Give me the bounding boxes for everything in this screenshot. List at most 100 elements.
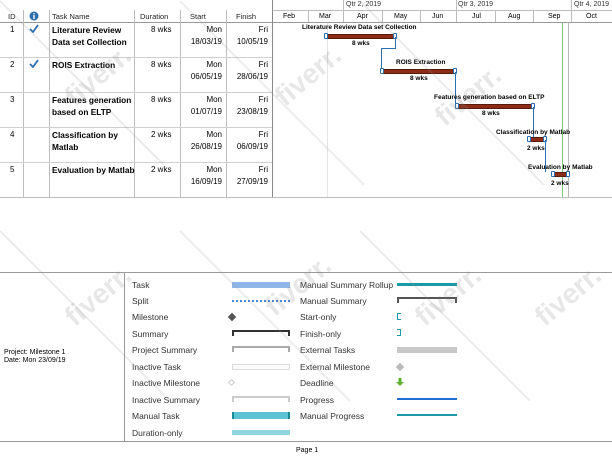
manual-summary-legend-symbol bbox=[397, 297, 457, 303]
dependency-link bbox=[545, 140, 546, 172]
progress-legend-symbol bbox=[397, 398, 457, 400]
finish-date[interactable]: 06/09/19 bbox=[236, 142, 268, 151]
bar-end-marker bbox=[566, 171, 570, 177]
table-row[interactable]: 1 Literature Review Data set Collection … bbox=[0, 23, 272, 57]
manual-progress-legend-symbol bbox=[397, 414, 457, 416]
start-date[interactable]: 16/09/19 bbox=[190, 177, 222, 186]
status-date-line bbox=[562, 23, 563, 197]
legend-label: Manual Task bbox=[132, 411, 180, 421]
finish-date[interactable]: 28/06/19 bbox=[236, 72, 268, 81]
month-label: Jun bbox=[432, 13, 444, 20]
task-name-line2: Data set Collection bbox=[52, 37, 127, 47]
start-only-legend-symbol bbox=[397, 313, 401, 320]
check-icon bbox=[29, 59, 39, 71]
legend-label: Manual Progress bbox=[300, 411, 365, 421]
start-date[interactable]: 26/08/19 bbox=[190, 142, 222, 151]
task-name[interactable]: Literature Review bbox=[52, 25, 122, 35]
task-name-line2: based on ELTP bbox=[52, 107, 112, 117]
manual-task-legend-symbol bbox=[232, 412, 290, 419]
legend-label: External Milestone bbox=[300, 362, 370, 372]
start-date[interactable]: 06/05/19 bbox=[190, 72, 222, 81]
check-icon bbox=[29, 24, 39, 36]
dependency-link bbox=[455, 72, 456, 104]
bar-label: Features generation based on ELTP bbox=[434, 94, 545, 101]
finish-day: Fri bbox=[258, 25, 268, 34]
start-date[interactable]: 18/03/19 bbox=[190, 37, 222, 46]
header-duration[interactable]: Duration bbox=[140, 12, 169, 21]
bar-start-marker bbox=[527, 136, 531, 142]
table-row[interactable]: 2 ROIS Extraction 8 wks Mon 06/05/19 Fri… bbox=[0, 58, 272, 92]
start-day: Mon bbox=[206, 130, 222, 139]
month-label: Mar bbox=[319, 13, 332, 20]
table-row[interactable]: 3 Features generation based on ELTP 8 wk… bbox=[0, 93, 272, 127]
task-duration[interactable]: 8 wks bbox=[151, 25, 172, 34]
table-header: ID Task Name Duration Start Finish bbox=[0, 10, 272, 23]
start-day: Mon bbox=[206, 165, 222, 174]
legend-label: Finish-only bbox=[300, 329, 342, 339]
manual-summary-rollup-legend-symbol bbox=[397, 283, 457, 286]
timeline-header: Qtr 2, 2019 Qtr 3, 2019 Qtr 4, 2019 Feb … bbox=[272, 0, 612, 23]
start-day: Mon bbox=[206, 60, 222, 69]
legend-label: Progress bbox=[300, 395, 335, 405]
duration-only-legend-symbol bbox=[232, 430, 290, 435]
task-name[interactable]: ROIS Extraction bbox=[52, 60, 116, 70]
finish-day: Fri bbox=[258, 165, 268, 174]
legend-label: Deadline bbox=[300, 378, 334, 388]
task-name[interactable]: Features generation bbox=[52, 95, 132, 105]
month-label: Jul bbox=[472, 13, 481, 20]
legend-label: Duration-only bbox=[132, 428, 183, 438]
legend-label: Manual Summary Rollup bbox=[300, 280, 394, 290]
bar-start-marker bbox=[455, 103, 459, 109]
bar-label: Literature Review Data set Collection bbox=[302, 24, 417, 31]
finish-only-legend-symbol bbox=[397, 329, 401, 336]
bar-label: Classification by Matlab bbox=[496, 129, 571, 136]
legend-label: Inactive Summary bbox=[132, 395, 201, 405]
legend-label: Task bbox=[132, 280, 150, 290]
bar-duration: 8 wks bbox=[352, 40, 370, 47]
task-bar[interactable] bbox=[327, 34, 396, 39]
header-task-name[interactable]: Task Name bbox=[52, 12, 90, 21]
task-duration[interactable]: 8 wks bbox=[151, 95, 172, 104]
task-duration[interactable]: 2 wks bbox=[151, 130, 172, 139]
start-day: Mon bbox=[206, 95, 222, 104]
table-row[interactable]: 4 Classification by Matlab 2 wks Mon 26/… bbox=[0, 128, 272, 162]
finish-date[interactable]: 23/08/19 bbox=[236, 107, 268, 116]
header-start[interactable]: Start bbox=[190, 12, 206, 21]
table-row[interactable]: 5 Evaluation by Matlab 2 wks Mon 16/09/1… bbox=[0, 163, 272, 197]
bar-duration: 2 wks bbox=[551, 180, 569, 187]
task-id: 4 bbox=[10, 130, 15, 139]
finish-day: Fri bbox=[258, 130, 268, 139]
dependency-link bbox=[533, 107, 534, 139]
header-finish[interactable]: Finish bbox=[236, 12, 257, 21]
start-date[interactable]: 01/07/19 bbox=[190, 107, 222, 116]
deadline-arrow-icon bbox=[396, 378, 404, 388]
external-tasks-legend-symbol bbox=[397, 347, 457, 353]
legend-label: Manual Summary bbox=[300, 296, 367, 306]
legend-label: External Tasks bbox=[300, 345, 356, 355]
quarter-label: Qtr 2, 2019 bbox=[346, 1, 382, 8]
task-id: 2 bbox=[10, 60, 15, 69]
task-bar[interactable] bbox=[383, 69, 456, 74]
month-label: Oct bbox=[586, 13, 597, 20]
month-label: Aug bbox=[508, 13, 521, 20]
task-duration[interactable]: 8 wks bbox=[151, 60, 172, 69]
dependency-link bbox=[381, 48, 382, 68]
legend-label: Inactive Task bbox=[132, 362, 181, 372]
task-id: 1 bbox=[10, 25, 15, 34]
legend-label: Split bbox=[132, 296, 149, 306]
gantt-chart: Literature Review Data set Collection 8 … bbox=[272, 23, 612, 197]
header-id[interactable]: ID bbox=[8, 12, 16, 21]
inactive-task-legend-symbol bbox=[232, 364, 290, 370]
month-label: May bbox=[394, 13, 408, 20]
finish-date[interactable]: 27/09/19 bbox=[236, 177, 268, 186]
legend-label: Start-only bbox=[300, 312, 337, 322]
finish-date[interactable]: 10/05/19 bbox=[236, 37, 268, 46]
split-legend-symbol bbox=[232, 300, 290, 302]
task-bar[interactable] bbox=[458, 104, 534, 109]
task-duration[interactable]: 2 wks bbox=[151, 165, 172, 174]
bar-duration: 2 wks bbox=[527, 145, 545, 152]
bar-duration: 8 wks bbox=[482, 110, 500, 117]
task-name[interactable]: Evaluation by Matlab bbox=[52, 165, 135, 175]
task-name[interactable]: Classification by bbox=[52, 130, 118, 140]
